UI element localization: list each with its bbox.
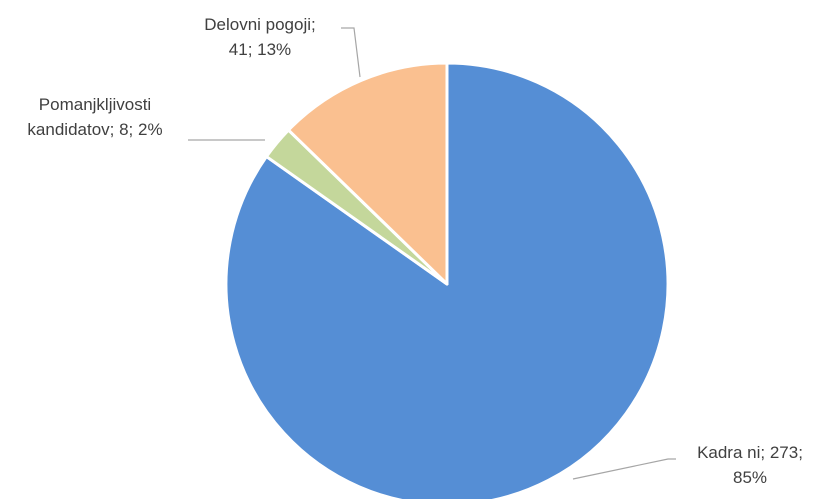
data-label-line: kandidatov; 8; 2% <box>27 120 163 139</box>
data-label-line: Delovni pogoji; <box>204 15 316 34</box>
leader-line-kadra-ni <box>572 458 676 480</box>
data-label-pomanjkljivosti-kandidatov: Pomanjkljivosti kandidatov; 8; 2% <box>2 92 188 142</box>
data-label-line: 85% <box>732 468 768 487</box>
data-label-line: Kadra ni; 273; <box>697 443 803 462</box>
pie-slice-kadra-ni <box>224 61 670 499</box>
pie-slice-delovni-pogoji <box>286 61 449 286</box>
data-label-line: 41; 13% <box>228 40 292 59</box>
data-label-line: Pomanjkljivosti <box>38 95 152 114</box>
leader-line-delovni-pogoji <box>341 27 361 78</box>
data-label-kadra-ni: Kadra ni; 273; 85% <box>680 440 820 490</box>
data-label-delovni-pogoji: Delovni pogoji; 41; 13% <box>180 12 340 62</box>
